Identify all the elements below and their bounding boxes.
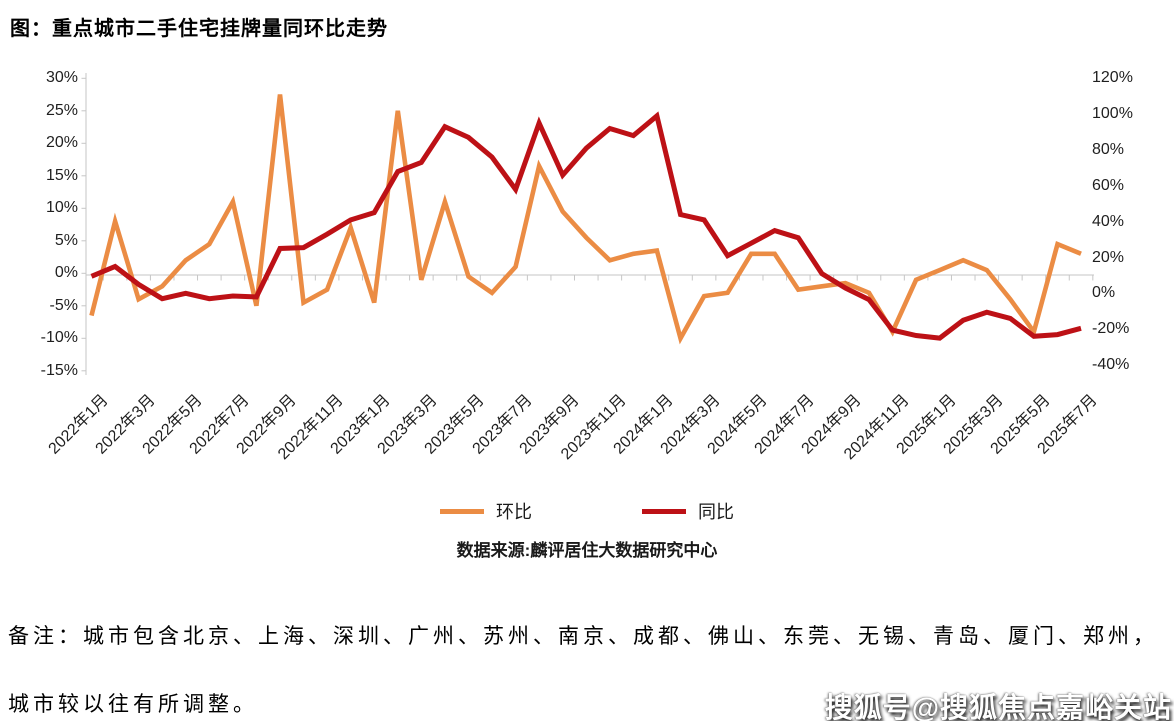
mom-line-swatch bbox=[440, 508, 484, 514]
right-axis-tick-label: 20% bbox=[1092, 248, 1125, 266]
right-axis-tick-label: -20% bbox=[1092, 320, 1130, 338]
watermark-sohu: 搜狐号@搜狐焦点嘉峪关站 bbox=[824, 692, 1172, 721]
legend: 环比 同比 bbox=[0, 498, 1174, 524]
left-axis-tick-label: 30% bbox=[45, 69, 78, 87]
right-axis-tick-label: -40% bbox=[1092, 356, 1130, 374]
yoy-line-swatch bbox=[642, 508, 686, 514]
left-axis-tick-label: 5% bbox=[54, 231, 78, 249]
left-axis-tick-label: 20% bbox=[45, 134, 78, 152]
right-axis-tick-label: 60% bbox=[1092, 176, 1125, 194]
yoy-legend-label: 同比 bbox=[698, 502, 734, 522]
right-axis-tick-label: 120% bbox=[1092, 69, 1133, 87]
left-axis-tick-label: -5% bbox=[49, 296, 78, 314]
left-axis-tick-label: 25% bbox=[45, 101, 78, 119]
right-axis-tick-label: 0% bbox=[1092, 284, 1116, 302]
line-chart-plot bbox=[81, 73, 1094, 375]
mom-legend-label: 环比 bbox=[496, 502, 532, 522]
right-axis-tick-label: 80% bbox=[1092, 140, 1125, 158]
footnote-line-1: 备注：城市包含北京、上海、深圳、广州、苏州、南京、成都、佛山、东莞、无锡、青岛、… bbox=[8, 624, 1158, 648]
left-axis-tick-label: 0% bbox=[54, 264, 78, 282]
left-axis-tick-label: 15% bbox=[45, 166, 78, 184]
mom-line bbox=[89, 94, 1082, 345]
left-axis-tick-label: -10% bbox=[40, 329, 78, 347]
left-axis-tick-label: 10% bbox=[45, 199, 78, 217]
right-axis-tick-label: 40% bbox=[1092, 212, 1125, 230]
legend-item-mom: 环比 bbox=[440, 498, 532, 524]
right-axis-tick-label: 100% bbox=[1092, 105, 1133, 123]
legend-item-yoy: 同比 bbox=[642, 498, 734, 524]
data-source-caption: 数据来源:麟评居住大数据研究中心 bbox=[456, 541, 718, 560]
chart-title: 图：重点城市二手住宅挂牌量同环比走势 bbox=[10, 18, 388, 40]
yoy-line bbox=[90, 111, 1082, 341]
footnote-line-2: 城市较以往有所调整。 bbox=[8, 692, 258, 716]
left-axis-tick-label: -15% bbox=[40, 361, 78, 379]
